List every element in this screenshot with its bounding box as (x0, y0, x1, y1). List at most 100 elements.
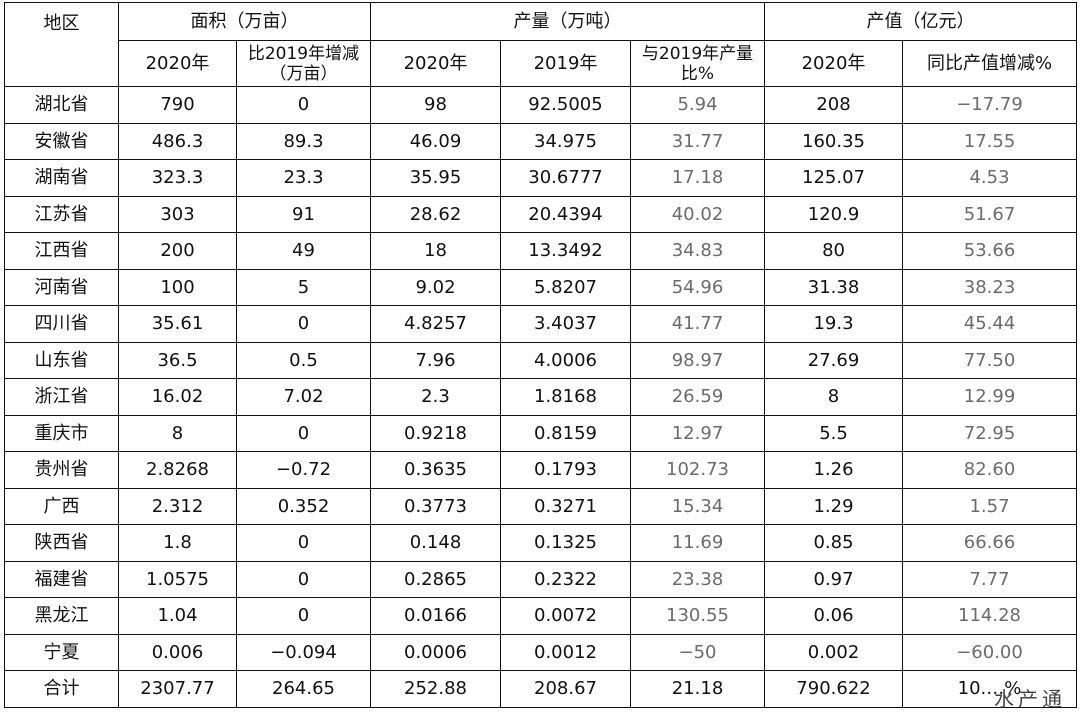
cell-output-2020: 0.148 (370, 524, 501, 562)
table-row: 江西省 200 49 18 13.3492 34.83 80 53.66 (4, 232, 1078, 270)
cell-output-ratio: 26.59 (629, 378, 766, 416)
cell-area-2020: 200 (118, 232, 237, 270)
cell-output-2019: 0.3271 (500, 487, 631, 525)
cell-value-change: 1.57 (902, 487, 1078, 525)
cell-region: 浙江省 (4, 378, 119, 416)
cell-area-change: 264.65 (236, 670, 371, 708)
cell-output-2020: 0.3635 (370, 451, 501, 489)
cell-output-2019: 30.6777 (500, 159, 631, 197)
cell-value-change: 82.60 (902, 451, 1078, 489)
cell-value-change: 51.67 (902, 195, 1078, 233)
cell-region: 黑龙江 (4, 597, 119, 635)
total-row: 合计 2307.77 264.65 252.88 208.67 21.18 790.622 1… (4, 670, 1078, 708)
cell-output-2019: 1.8168 (500, 378, 631, 416)
cell-output-2020: 46.09 (370, 122, 501, 160)
cell-output-2020: 35.95 (370, 159, 501, 197)
header-area-change: 比2019年增减（万亩） (236, 40, 371, 87)
cell-output-2019: 0.1793 (500, 451, 631, 489)
cell-value-2020: 31.38 (764, 268, 904, 306)
table-row: 重庆市 8 0 0.9218 0.8159 12.97 5.5 72.95 (4, 414, 1078, 452)
cell-value-change: 10.…% (902, 670, 1078, 708)
cell-area-change: 0 (236, 414, 371, 452)
cell-area-2020: 2307.77 (118, 670, 237, 708)
cell-value-2020: 27.69 (764, 341, 904, 379)
header-value-change: 同比产值增减% (902, 40, 1078, 87)
cell-value-2020: 0.85 (764, 524, 904, 562)
cell-area-2020: 323.3 (118, 159, 237, 197)
cell-value-change: 77.50 (902, 341, 1078, 379)
cell-output-ratio: 5.94 (629, 86, 766, 124)
cell-area-2020: 486.3 (118, 122, 237, 160)
cell-region: 湖北省 (4, 86, 119, 124)
cell-area-change: 0 (236, 597, 371, 635)
cell-area-change: −0.094 (236, 633, 371, 671)
cell-area-change: 23.3 (236, 159, 371, 197)
cell-area-change: 0.5 (236, 341, 371, 379)
cell-area-2020: 8 (118, 414, 237, 452)
cell-output-ratio: 41.77 (629, 305, 766, 343)
cell-value-2020: 790.622 (764, 670, 904, 708)
cell-output-ratio: 12.97 (629, 414, 766, 452)
table-row: 浙江省 16.02 7.02 2.3 1.8168 26.59 8 12.99 (4, 378, 1078, 416)
header-value-2020: 2020年 (764, 40, 904, 87)
cell-region: 重庆市 (4, 414, 119, 452)
cell-value-change: 53.66 (902, 232, 1078, 270)
header-output-ratio: 与2019年产量比% (629, 40, 766, 87)
cell-output-2020: 252.88 (370, 670, 501, 708)
cell-area-change: 5 (236, 268, 371, 306)
cell-output-2020: 2.3 (370, 378, 501, 416)
cell-output-2020: 0.2865 (370, 560, 501, 598)
cell-region: 陕西省 (4, 524, 119, 562)
cell-output-ratio: 17.18 (629, 159, 766, 197)
header-output-group: 产量（万吨） (369, 2, 766, 41)
production-table: 地区 面积（万亩） 产量（万吨） 产值（亿元） 2020年 比2019年增减（万… (4, 2, 1078, 708)
cell-area-change: −0.72 (236, 451, 371, 489)
cell-output-2019: 0.0012 (500, 633, 631, 671)
table-body: 湖北省 790 0 98 92.5005 5.94 208 −17.79 安徽省 486.3 89.… (4, 86, 1078, 708)
cell-output-2020: 0.9218 (370, 414, 501, 452)
cell-area-2020: 2.312 (118, 487, 237, 525)
cell-value-change: 17.55 (902, 122, 1078, 160)
cell-area-change: 0 (236, 524, 371, 562)
header-value-group: 产值（亿元） (764, 2, 1078, 41)
cell-value-change: 4.53 (902, 159, 1078, 197)
cell-value-2020: 120.9 (764, 195, 904, 233)
cell-value-change: 66.66 (902, 524, 1078, 562)
cell-value-change: 114.28 (902, 597, 1078, 635)
cell-value-2020: 8 (764, 378, 904, 416)
cell-value-2020: 0.06 (764, 597, 904, 635)
header-region: 地区 (4, 2, 119, 87)
table-row: 河南省 100 5 9.02 5.8207 54.96 31.38 38.23 (4, 268, 1078, 306)
cell-output-2019: 208.67 (500, 670, 631, 708)
header-output-2020: 2020年 (370, 40, 501, 87)
cell-area-change: 0 (236, 560, 371, 598)
cell-output-ratio: 54.96 (629, 268, 766, 306)
cell-output-2020: 9.02 (370, 268, 501, 306)
cell-area-change: 0 (236, 86, 371, 124)
cell-value-2020: 1.29 (764, 487, 904, 525)
cell-value-change: −17.79 (902, 86, 1078, 124)
cell-output-ratio: 98.97 (629, 341, 766, 379)
header-area-2020: 2020年 (118, 40, 237, 87)
table-row: 湖南省 323.3 23.3 35.95 30.6777 17.18 125.07 4.53 (4, 159, 1078, 197)
cell-area-2020: 0.006 (118, 633, 237, 671)
table-row: 山东省 36.5 0.5 7.96 4.0006 98.97 27.69 77.50 (4, 341, 1078, 379)
cell-area-2020: 1.04 (118, 597, 237, 635)
cell-value-change: 72.95 (902, 414, 1078, 452)
cell-value-2020: 125.07 (764, 159, 904, 197)
cell-output-ratio: 130.55 (629, 597, 766, 635)
cell-output-2019: 0.2322 (500, 560, 631, 598)
table-row: 宁夏 0.006 −0.094 0.0006 0.0012 −50 0.002 −60.00 (4, 633, 1078, 671)
cell-output-ratio: 31.77 (629, 122, 766, 160)
cell-output-2019: 34.975 (500, 122, 631, 160)
cell-region: 湖南省 (4, 159, 119, 197)
cell-output-ratio: 21.18 (629, 670, 766, 708)
cell-region: 江苏省 (4, 195, 119, 233)
cell-area-2020: 100 (118, 268, 237, 306)
cell-value-2020: 0.97 (764, 560, 904, 598)
cell-value-2020: 0.002 (764, 633, 904, 671)
cell-value-change: 45.44 (902, 305, 1078, 343)
cell-output-ratio: 40.02 (629, 195, 766, 233)
cell-value-2020: 5.5 (764, 414, 904, 452)
cell-area-change: 0 (236, 305, 371, 343)
